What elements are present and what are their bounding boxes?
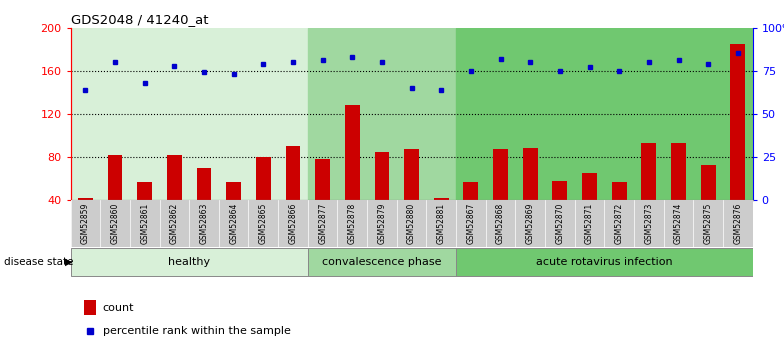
Bar: [308, 28, 456, 200]
Text: GSM52873: GSM52873: [644, 203, 653, 244]
Text: GSM52863: GSM52863: [199, 203, 209, 244]
Text: GSM52874: GSM52874: [674, 203, 683, 244]
Bar: [71, 248, 308, 276]
Bar: [701, 165, 716, 200]
Text: GSM52878: GSM52878: [348, 203, 357, 244]
Text: healthy: healthy: [168, 257, 210, 267]
Text: GSM52871: GSM52871: [585, 203, 594, 244]
Bar: [345, 105, 360, 200]
Text: GSM52862: GSM52862: [170, 203, 179, 244]
Bar: [167, 155, 182, 200]
Text: GSM52860: GSM52860: [111, 203, 119, 244]
Bar: [256, 157, 270, 200]
Bar: [84, 300, 96, 315]
Bar: [641, 143, 656, 200]
Text: GSM52867: GSM52867: [466, 203, 475, 244]
Text: convalescence phase: convalescence phase: [322, 257, 441, 267]
Bar: [315, 159, 330, 200]
Text: GSM52859: GSM52859: [81, 203, 90, 244]
Text: count: count: [103, 303, 134, 313]
Text: GSM52865: GSM52865: [259, 203, 268, 244]
Bar: [456, 248, 753, 276]
Text: GSM52880: GSM52880: [407, 203, 416, 244]
Text: percentile rank within the sample: percentile rank within the sample: [103, 326, 291, 336]
Bar: [456, 28, 753, 200]
Bar: [671, 143, 686, 200]
Bar: [71, 28, 308, 200]
Text: GSM52879: GSM52879: [377, 203, 387, 244]
Bar: [434, 198, 448, 200]
Text: GSM52869: GSM52869: [526, 203, 535, 244]
Bar: [493, 149, 508, 200]
Text: GSM52868: GSM52868: [496, 203, 505, 244]
Bar: [523, 148, 538, 200]
Text: GSM52881: GSM52881: [437, 203, 446, 244]
Text: GSM52870: GSM52870: [555, 203, 564, 244]
Bar: [285, 146, 300, 200]
Text: GSM52864: GSM52864: [229, 203, 238, 244]
Text: GSM52877: GSM52877: [318, 203, 327, 244]
Text: disease state: disease state: [4, 257, 74, 267]
Bar: [582, 173, 597, 200]
Bar: [78, 198, 93, 200]
Bar: [137, 182, 152, 200]
Bar: [612, 182, 626, 200]
Bar: [731, 44, 746, 200]
Bar: [227, 182, 241, 200]
Bar: [197, 168, 212, 200]
Bar: [375, 151, 390, 200]
Text: GSM52876: GSM52876: [733, 203, 742, 244]
Bar: [553, 181, 568, 200]
Text: GDS2048 / 41240_at: GDS2048 / 41240_at: [71, 13, 208, 27]
Text: GSM52872: GSM52872: [615, 203, 624, 244]
Text: GSM52866: GSM52866: [289, 203, 297, 244]
Text: GSM52875: GSM52875: [704, 203, 713, 244]
Bar: [107, 155, 122, 200]
Text: acute rotavirus infection: acute rotavirus infection: [536, 257, 673, 267]
Text: ▶: ▶: [65, 257, 73, 267]
Text: GSM52861: GSM52861: [140, 203, 149, 244]
Bar: [405, 149, 419, 200]
Bar: [463, 182, 478, 200]
Bar: [308, 248, 456, 276]
